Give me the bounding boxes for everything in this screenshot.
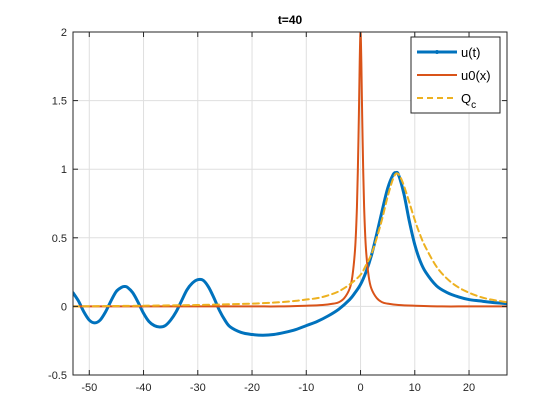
series-line-qc	[73, 172, 507, 308]
series-line-u-t	[73, 170, 507, 337]
legend-marker	[435, 50, 439, 54]
x-tick-label: 10	[409, 382, 421, 394]
y-tick-label: 0	[61, 301, 67, 313]
y-tick-label: -0.5	[48, 370, 67, 382]
y-tick-label: 1	[61, 164, 67, 176]
y-tick-label: 1.5	[52, 96, 67, 108]
x-tick-label: -40	[136, 382, 152, 394]
x-tick-label: -10	[298, 382, 314, 394]
x-tick-label: 20	[463, 382, 475, 394]
legend-label: u0(x)	[461, 68, 491, 83]
legend: u(t)u0(x)Qc	[410, 36, 501, 114]
axes-box	[72, 31, 508, 376]
legend-label-subscript: c	[471, 100, 476, 111]
x-tick-label: -30	[190, 382, 206, 394]
x-tick-label: -50	[81, 382, 97, 394]
ticks: -50 -40 -30 -20 -10 0 10 20 -0.5 0 0.5 1 1.5 2	[48, 27, 507, 394]
chart-title: t=40	[278, 13, 303, 27]
y-tick-label: 0.5	[52, 233, 67, 245]
series-line-u0-x	[73, 32, 507, 308]
legend-label: u(t)	[461, 45, 481, 60]
y-tick-label: 2	[61, 27, 67, 39]
x-tick-label: -20	[244, 382, 260, 394]
plot-area	[73, 32, 507, 337]
x-tick-label: 0	[357, 382, 363, 394]
